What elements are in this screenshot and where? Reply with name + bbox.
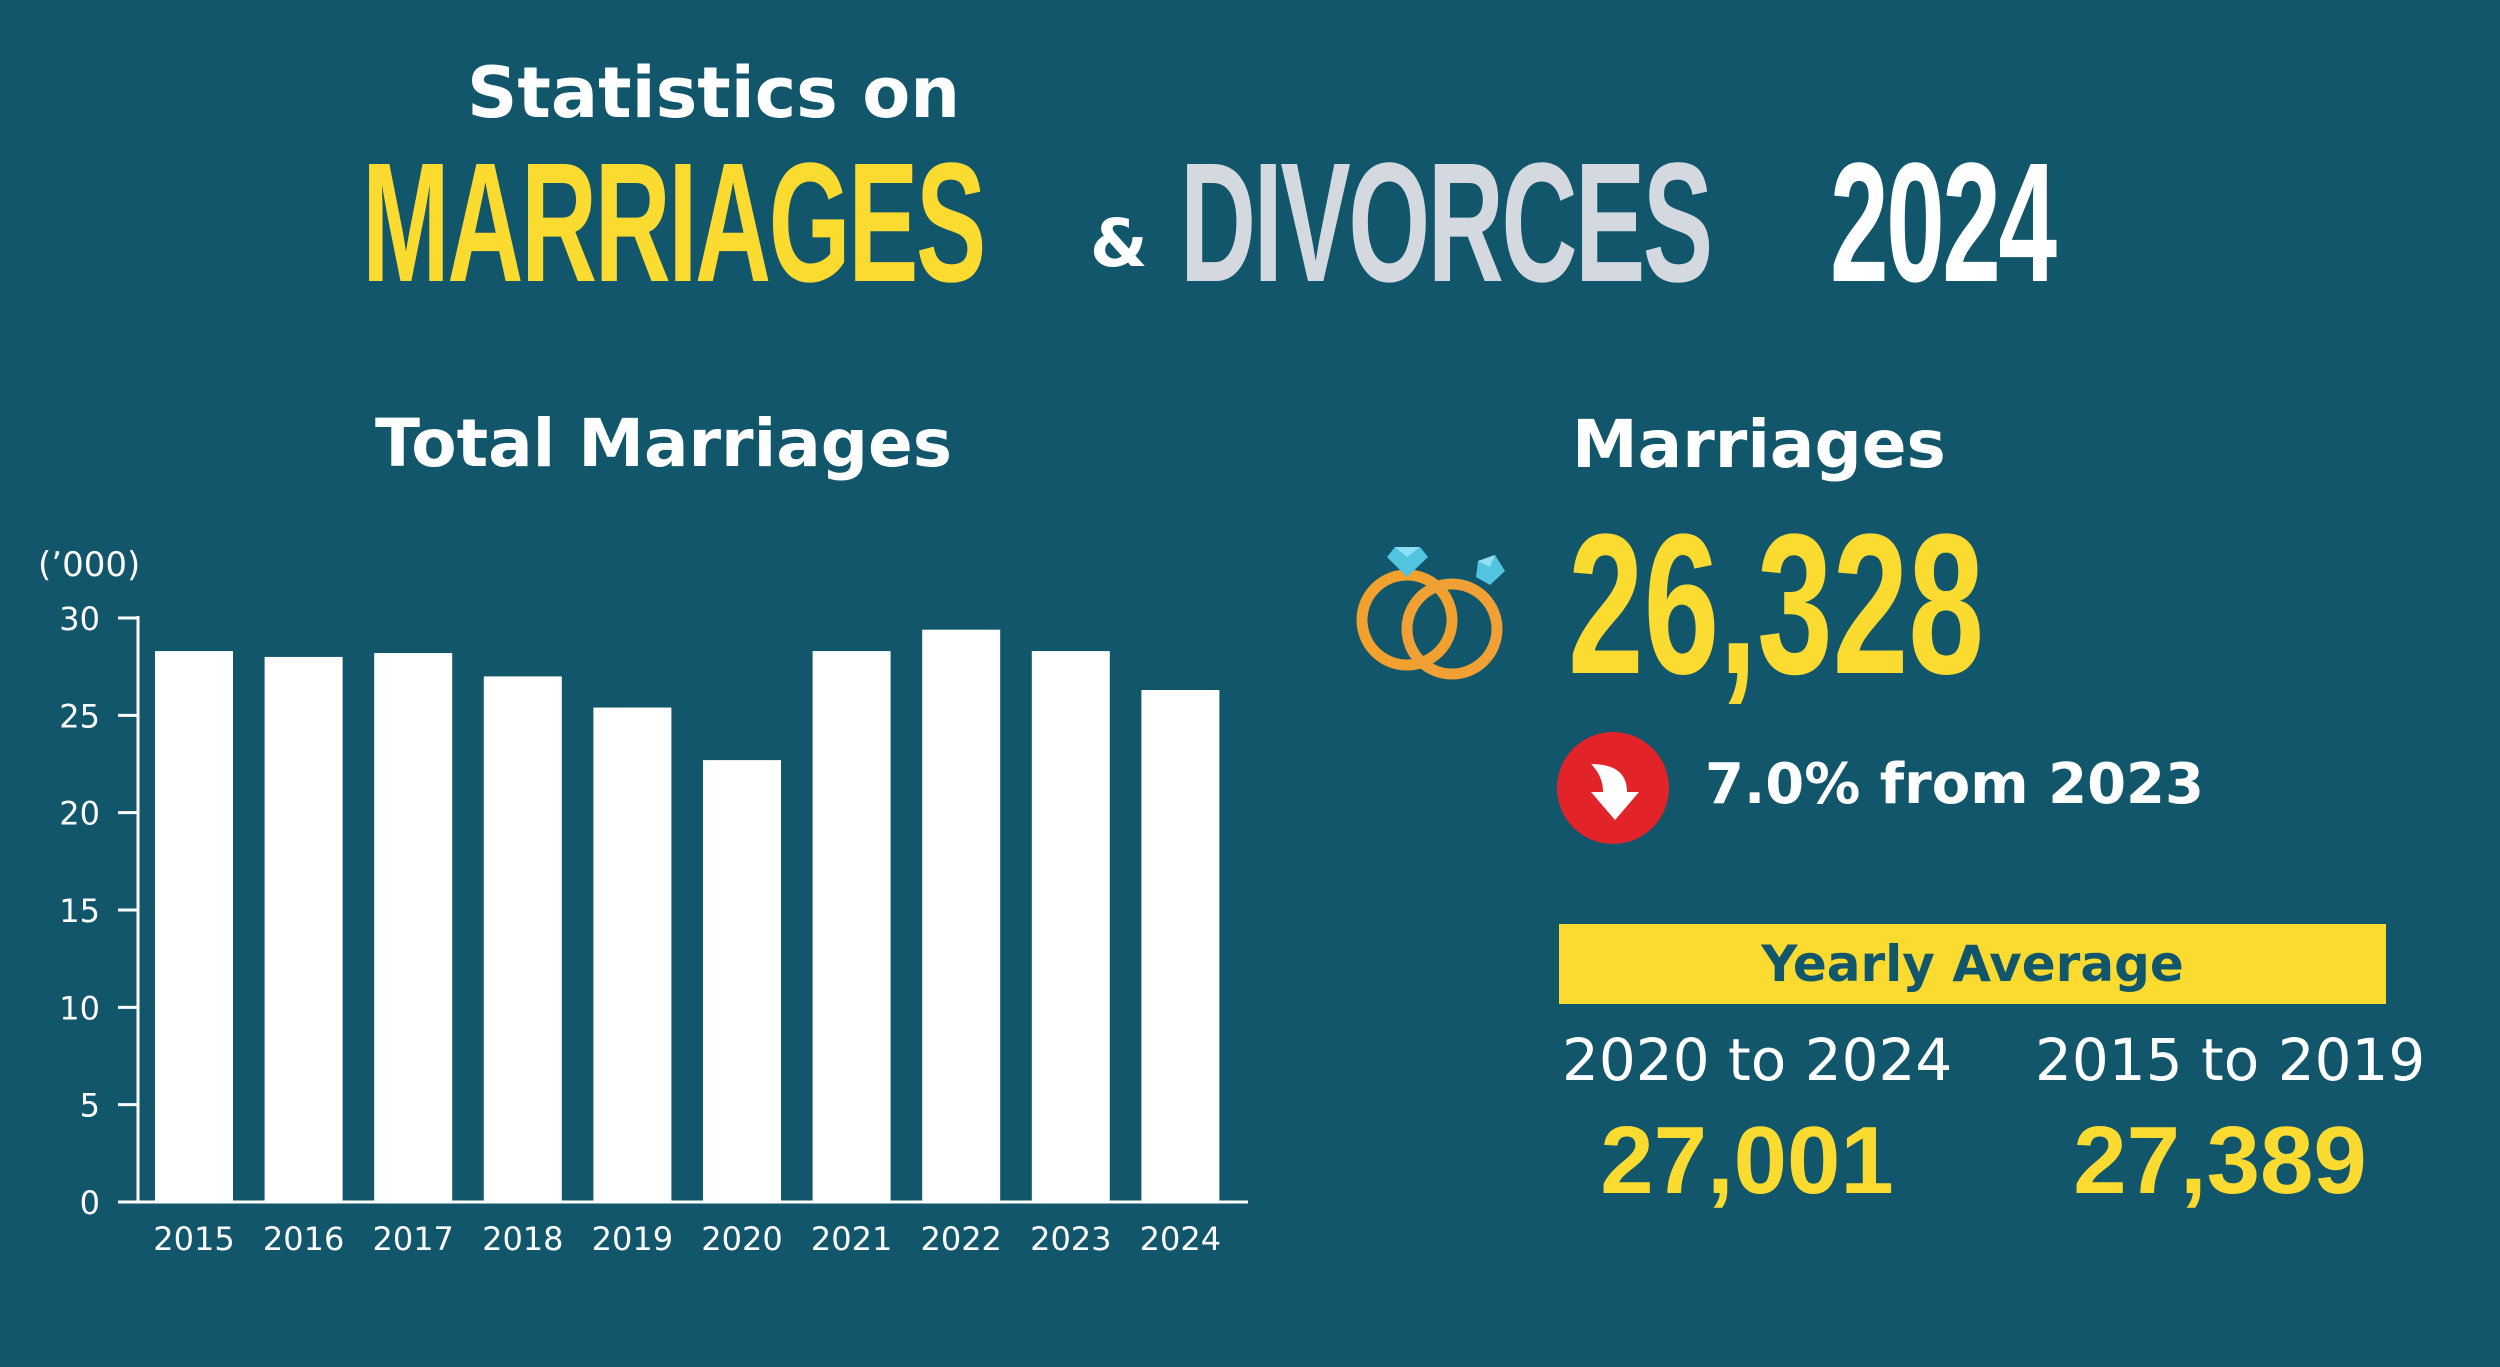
y-tick-label: 10 bbox=[59, 989, 100, 1027]
change-text: 7.0% from 2023 bbox=[1705, 752, 2204, 817]
y-tick-label: 20 bbox=[59, 795, 100, 833]
x-tick-label: 2016 bbox=[263, 1220, 344, 1258]
bar-2019 bbox=[593, 707, 672, 1202]
down-arrow-icon bbox=[1557, 732, 1669, 844]
y-tick-label: 15 bbox=[59, 892, 100, 930]
y-tick-label: 30 bbox=[59, 600, 100, 638]
chart-unit-label: (’000) bbox=[38, 545, 140, 585]
headline: MARRIAGES & DIVORCES 2024 bbox=[0, 0, 2500, 320]
x-tick-label: 2023 bbox=[1030, 1220, 1111, 1258]
y-tick-label: 0 bbox=[80, 1184, 100, 1222]
bar-2017 bbox=[374, 653, 453, 1202]
x-tick-label: 2021 bbox=[811, 1220, 892, 1258]
x-tick-label: 2020 bbox=[701, 1220, 782, 1258]
bar-2018 bbox=[483, 676, 562, 1202]
average-period-value-2: 27,389 bbox=[2073, 1107, 2367, 1214]
x-tick-label: 2018 bbox=[482, 1220, 563, 1258]
x-tick-label: 2022 bbox=[920, 1220, 1001, 1258]
headline-ampersand: & bbox=[1090, 205, 1148, 282]
headline-divorces: DIVORCES bbox=[1180, 128, 1713, 318]
bar-2016 bbox=[264, 656, 343, 1202]
average-period-label-2: 2015 to 2019 bbox=[2035, 1026, 2426, 1094]
x-tick-label: 2015 bbox=[153, 1220, 234, 1258]
average-period-label-1: 2020 to 2024 bbox=[1562, 1026, 1953, 1094]
x-tick-label: 2019 bbox=[592, 1220, 673, 1258]
headline-marriages: MARRIAGES bbox=[362, 128, 986, 318]
yearly-average-banner: Yearly Average bbox=[1559, 924, 2386, 1004]
x-tick-label: 2024 bbox=[1140, 1220, 1221, 1258]
bar-2022 bbox=[922, 629, 1001, 1202]
bar-2023 bbox=[1031, 651, 1110, 1202]
headline-year: 2024 bbox=[1830, 128, 2057, 318]
stats-total: 26,328 bbox=[1568, 493, 1984, 716]
x-tick-label: 2017 bbox=[372, 1220, 453, 1258]
header-subtitle: Statistics on bbox=[467, 52, 961, 134]
chart-title: Total Marriages bbox=[375, 405, 953, 482]
bar-chart: (’000) 0 5 10 15 20 25 30 2015 2016 2017 2018 2019 2… bbox=[38, 545, 1248, 1258]
bar-2020 bbox=[703, 760, 781, 1202]
average-period-value-1: 27,001 bbox=[1600, 1107, 1894, 1214]
bar-2024 bbox=[1141, 690, 1220, 1202]
y-tick-label: 5 bbox=[80, 1087, 100, 1125]
bar-2021 bbox=[812, 651, 891, 1202]
wedding-rings-icon bbox=[1356, 547, 1505, 680]
bar-2015 bbox=[155, 651, 233, 1202]
y-tick-label: 25 bbox=[59, 697, 100, 735]
stats-heading: Marriages bbox=[1572, 406, 1946, 483]
